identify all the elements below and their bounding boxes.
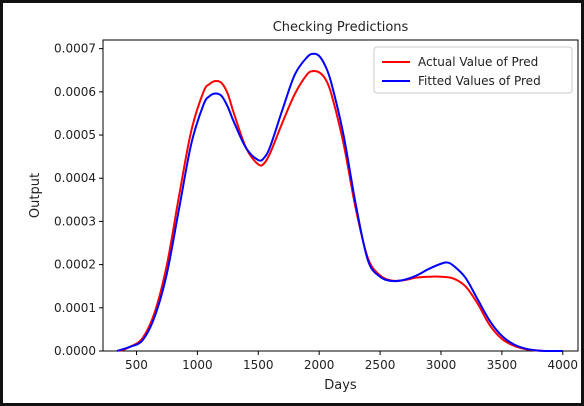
y-tick-label: 0.0001: [54, 301, 96, 315]
legend-box: [373, 46, 573, 94]
y-tick-label: 0.0005: [54, 128, 96, 142]
x-tick-label: 1500: [243, 358, 274, 372]
x-axis: 500 1000 1500 2000 2500 3000 3500 4000: [125, 351, 578, 372]
series-layer: [116, 52, 563, 353]
x-axis-label: Days: [324, 378, 357, 393]
x-tick-label: 2500: [365, 358, 396, 372]
x-tick-label: 2000: [304, 358, 335, 372]
x-tick-label: 500: [125, 358, 148, 372]
legend: Actual Value of Pred Fitted Values of Pre…: [373, 46, 573, 94]
x-tick-label: 4000: [548, 358, 579, 372]
y-tick-label: 0.0002: [54, 258, 96, 272]
y-axis: 0.0000 0.0001 0.0002 0.0003 0.0004 0.0005 0.00…: [54, 42, 103, 358]
y-axis-label: Output: [28, 173, 43, 218]
x-tick-label: 1000: [182, 358, 213, 372]
y-tick-label: 0.0007: [54, 42, 96, 56]
prediction-chart: Checking Predictions 0.00000.00010.00020…: [28, 20, 579, 393]
series-line-fitted: [116, 52, 563, 353]
series-line-actual: [119, 69, 557, 353]
x-tick-label: 3000: [426, 358, 457, 372]
y-tick-label: 0.0006: [54, 85, 96, 99]
legend-label: Actual Value of Pred: [418, 55, 538, 69]
chart-title: Checking Predictions: [273, 20, 409, 35]
legend-label: Fitted Values of Pred: [418, 74, 541, 88]
y-tick-label: 0.0000: [54, 344, 96, 358]
x-tick-label: 3500: [487, 358, 518, 372]
y-tick-label: 0.0003: [54, 214, 96, 228]
y-tick-label: 0.0004: [54, 171, 96, 185]
